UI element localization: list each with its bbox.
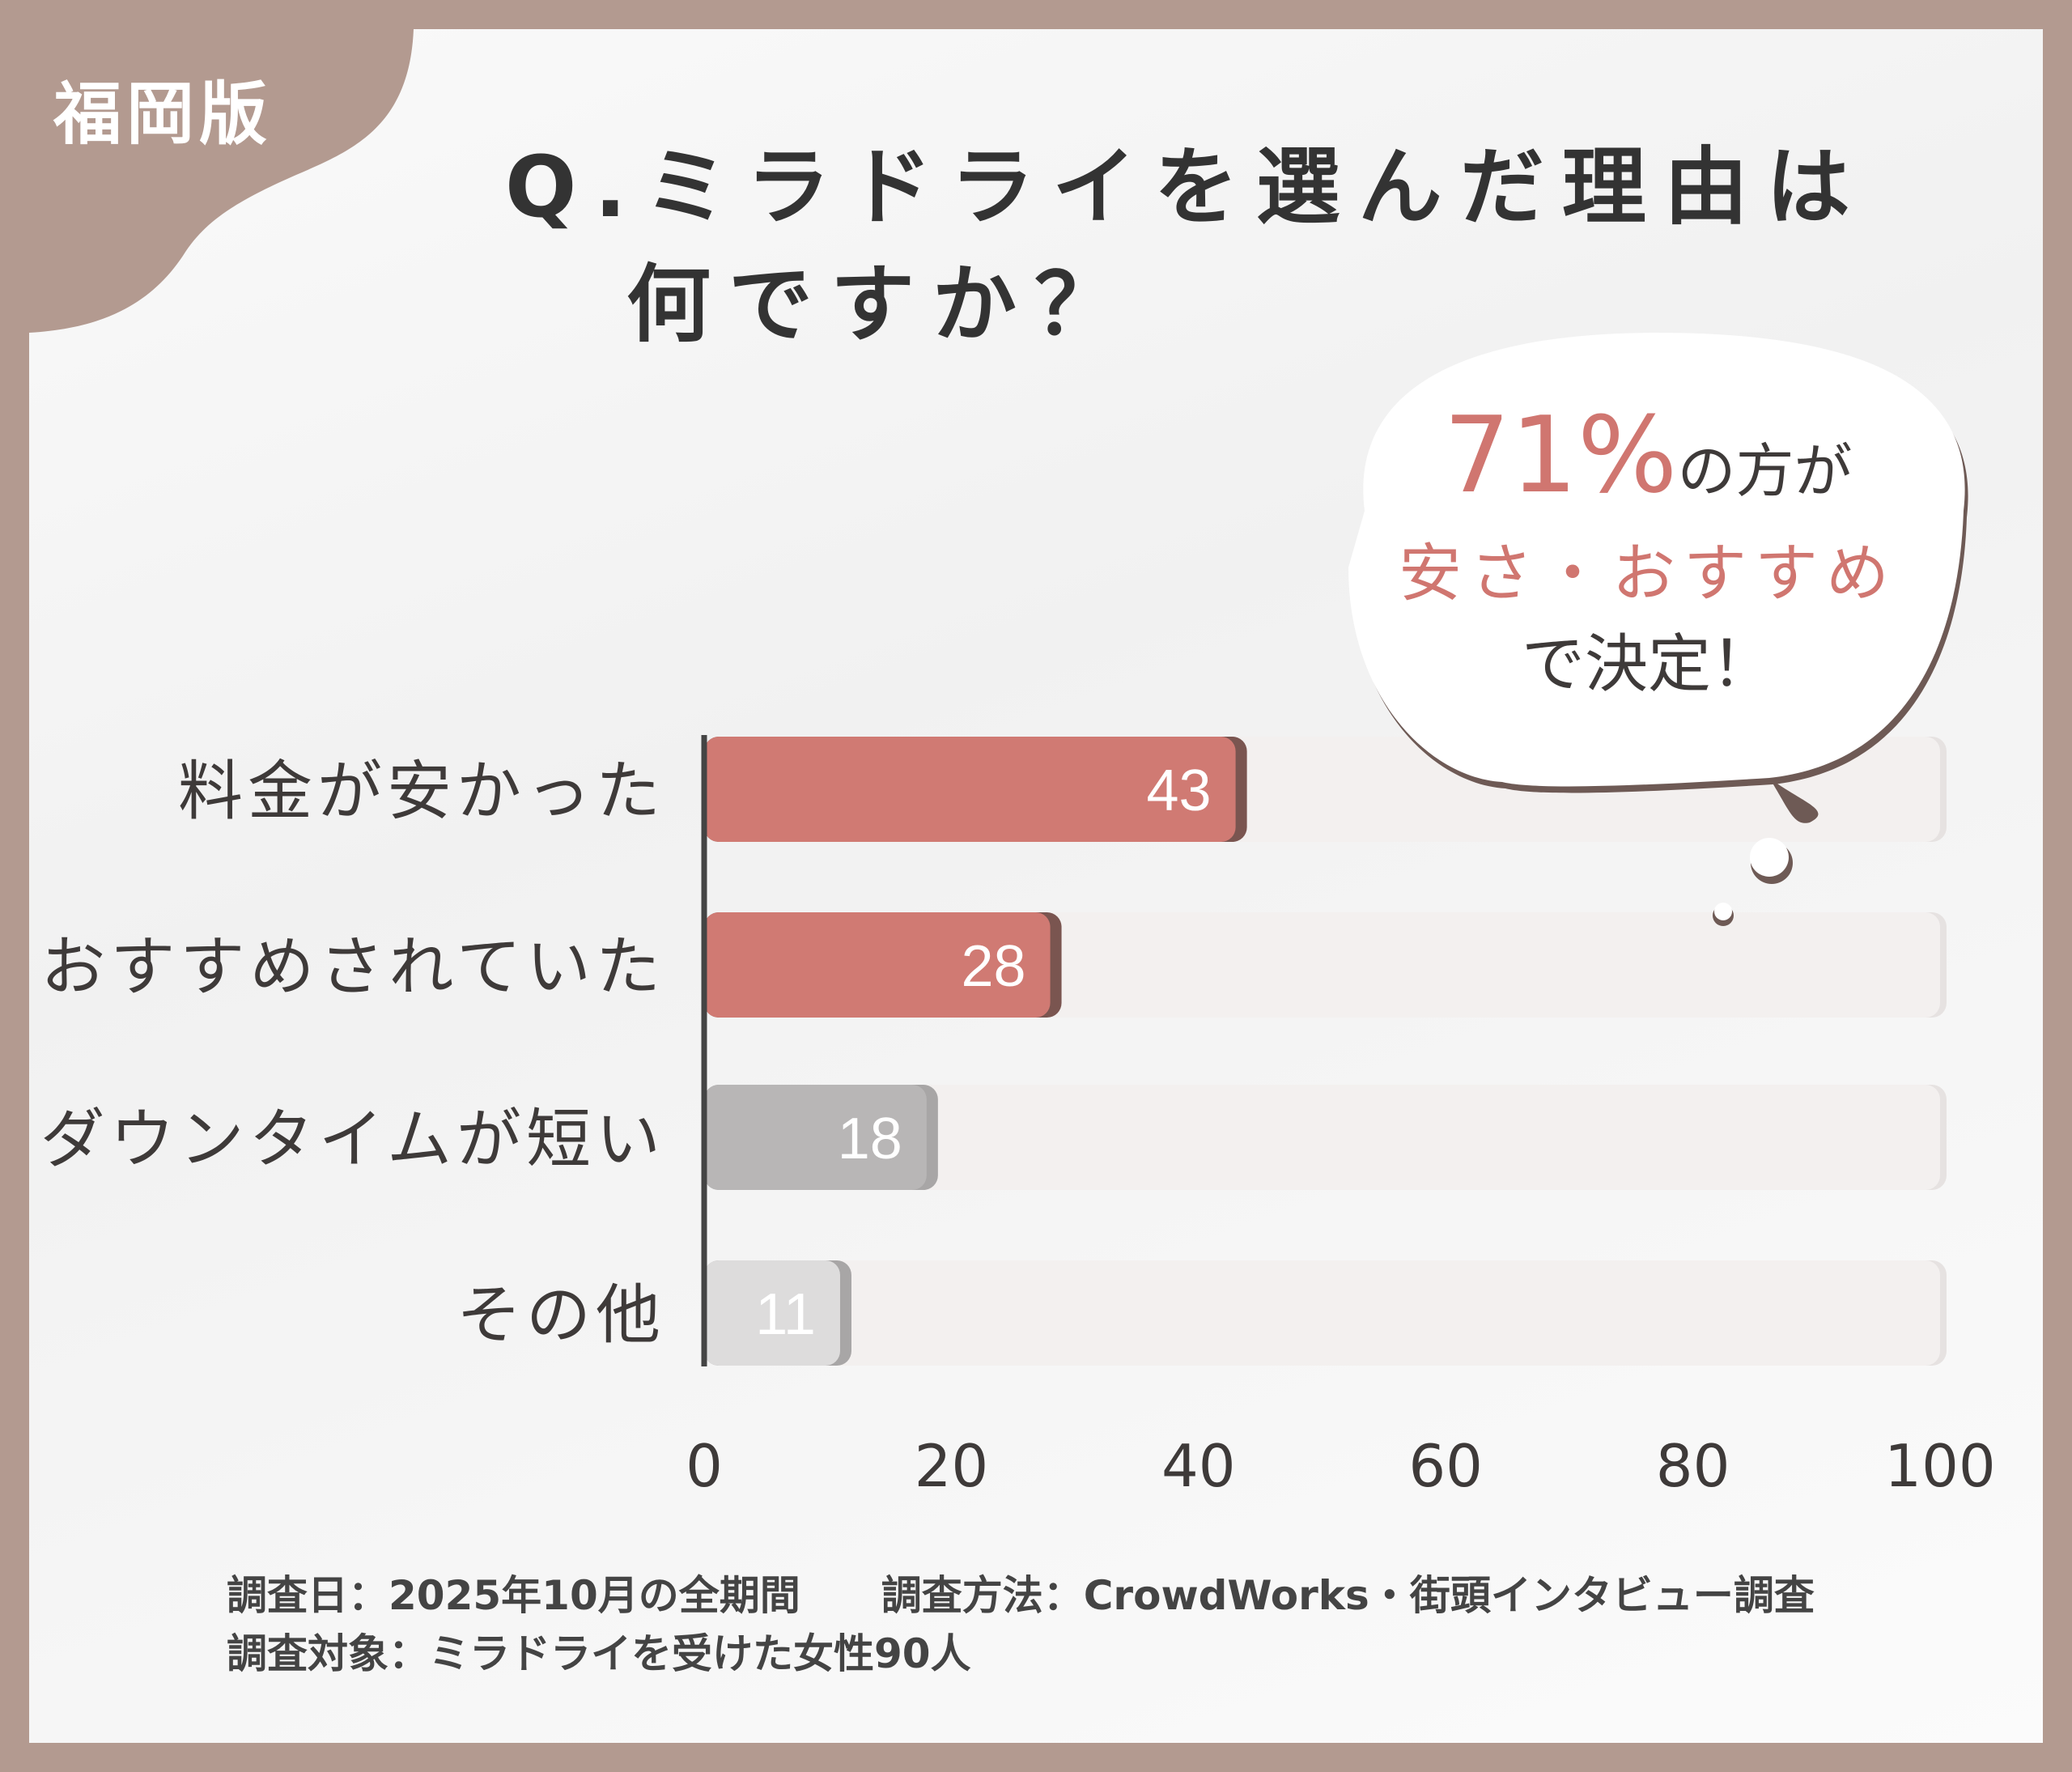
region-badge: 福岡版 — [53, 74, 273, 154]
callout-ending: で決定！ — [1521, 628, 1774, 701]
category-label: その他 — [456, 1277, 665, 1353]
bar-value-label: 18 — [838, 1107, 902, 1171]
x-tick-label: 0 — [686, 1432, 723, 1500]
x-tick-label: 20 — [915, 1432, 989, 1500]
bar — [704, 912, 1051, 1018]
bar-track — [704, 1260, 1940, 1366]
x-tick-label: 80 — [1656, 1432, 1730, 1500]
title-line-2: 何ですか？ — [626, 255, 1137, 354]
bar — [704, 737, 1236, 842]
bar-track — [704, 1085, 1940, 1190]
bar-value-label: 43 — [1147, 759, 1212, 823]
survey-info-line-1: 調査日：2025年10月の全期間 調査方法：CrowdWorks・街頭インタビュ… — [227, 1572, 1815, 1619]
corner-decoration — [29, 29, 414, 333]
bar-value-label: 28 — [961, 934, 1025, 999]
speech-bubble — [1348, 333, 1968, 926]
x-tick-label: 100 — [1884, 1432, 1995, 1500]
bar-value-label: 11 — [755, 1282, 816, 1347]
infographic-panel: 福岡版 Q.ミラドライを選んだ理由は 何ですか？ 43 料金が安かった 28 おすすめ… — [29, 29, 2043, 1743]
x-tick-label: 40 — [1161, 1432, 1236, 1500]
callout-line-1: 71%の方が — [1316, 393, 1980, 516]
category-label: おすすめされていた — [40, 929, 665, 1005]
x-tick-label: 60 — [1408, 1432, 1483, 1500]
callout-percent: 71% — [1443, 393, 1678, 516]
bar — [704, 1085, 927, 1190]
survey-info-line-2: 調査対象：ミラドライを受けた女性90人 — [227, 1630, 971, 1677]
callout-suffix: の方が — [1677, 437, 1853, 505]
callout-highlight: 安さ・おすすめ — [1398, 538, 1897, 610]
bar — [704, 1260, 840, 1366]
category-label: 料金が安かった — [178, 754, 665, 829]
title-line-1: Q.ミラドライを選んだ理由は — [505, 138, 1868, 236]
category-label: ダウンタイムが短い — [40, 1102, 665, 1177]
